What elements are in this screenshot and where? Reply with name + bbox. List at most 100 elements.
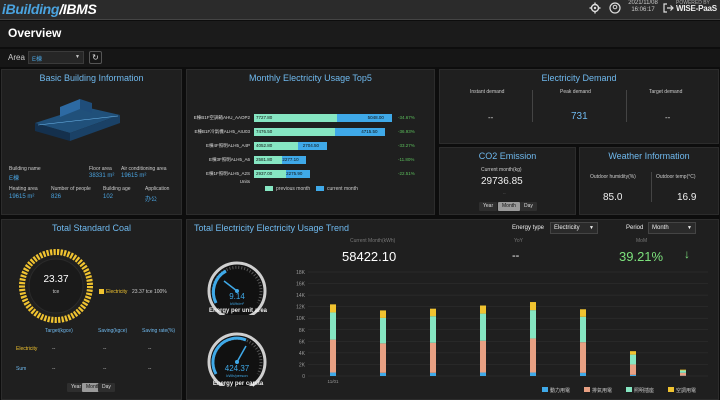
chart-bar-segment[interactable] [430, 316, 436, 343]
top5-curr-value: 5048.00 [367, 115, 384, 120]
chart-bar-segment[interactable] [580, 316, 586, 343]
app-logo[interactable]: iBuilding/IBMS [2, 1, 97, 17]
chart-bar-segment[interactable] [330, 312, 336, 340]
top5-bar-prev[interactable] [254, 114, 338, 122]
chart-bar-segment[interactable] [480, 313, 486, 341]
co2-month-button[interactable]: Month [498, 202, 520, 211]
chart-bar-segment[interactable] [330, 339, 336, 373]
co2-day-button[interactable]: Day [520, 202, 537, 211]
coal-ring-chart [19, 249, 93, 323]
ac-area-label: Air conditioning area [121, 166, 167, 172]
top5-category-label: E棟B1F空調箱AHU_AAOP2 [193, 115, 250, 120]
top5-bar-curr[interactable] [285, 170, 311, 178]
chart-bar-segment[interactable] [580, 372, 586, 376]
top5-change-pct: -33.27% [398, 143, 415, 148]
top5-change-pct: -11.80% [398, 157, 415, 162]
logout-icon[interactable] [661, 2, 675, 16]
chart-bar-segment[interactable] [630, 364, 636, 375]
area-select[interactable]: E棟 ▼ [28, 51, 84, 64]
chart-bar-segment[interactable] [380, 310, 386, 318]
top5-prev-value: 7727.80 [256, 115, 273, 120]
period-value: Month [652, 225, 669, 231]
top5-bar-curr[interactable] [334, 128, 386, 136]
coal-year-button[interactable]: Year [67, 383, 86, 392]
current-month-value: 58422.10 [342, 249, 397, 264]
coal-cell: -- [52, 366, 56, 372]
top5-bar-curr[interactable] [297, 142, 327, 150]
chart-bar-segment[interactable] [380, 343, 386, 373]
chart-bar-segment[interactable] [680, 372, 686, 376]
top5-prev-value: 2937.00 [256, 171, 273, 176]
humidity-label: Outdoor humidity(%) [590, 174, 636, 180]
heating-area-value: 19615 m² [9, 194, 35, 200]
period-select[interactable]: Month ▼ [648, 222, 696, 234]
chart-bar-segment[interactable] [480, 372, 486, 376]
chart-bar-segment[interactable] [580, 342, 586, 373]
chart-bar-segment[interactable] [330, 372, 336, 376]
gauge2-unit: kWh/person [226, 373, 248, 378]
chevron-down-icon: ▼ [687, 225, 692, 231]
date-text: 2021/11/08 [628, 0, 658, 6]
chart-bar-segment[interactable] [480, 305, 486, 314]
area-selected-value: E棟 [32, 57, 43, 63]
platform-name: WISE-PaaS [676, 4, 717, 13]
chart-bar-segment[interactable] [630, 354, 636, 365]
chart-bar-segment[interactable] [330, 304, 336, 313]
chart-bar-segment[interactable] [380, 317, 386, 344]
temp-label: Outdoor temp(°C) [656, 174, 696, 180]
chart-bar-segment[interactable] [430, 308, 436, 317]
coal-center-value: 23.37 [43, 274, 69, 285]
top5-bar-prev[interactable] [254, 170, 286, 178]
energy-per-capita-gauge [207, 332, 267, 386]
chart-bar-segment[interactable] [680, 369, 686, 371]
legend-curr-swatch [316, 186, 324, 191]
energy-type-select[interactable]: Electricity ▼ [550, 222, 598, 234]
chart-bar-segment[interactable] [680, 370, 686, 373]
chart-bar-segment[interactable] [480, 340, 486, 373]
chart-bar-segment[interactable] [530, 372, 536, 376]
chart-bar-segment[interactable] [430, 372, 436, 376]
user-icon[interactable] [608, 2, 622, 16]
building-name-label: Building name [9, 166, 41, 172]
legend-swatch [542, 387, 548, 392]
top5-bar-prev[interactable] [254, 156, 282, 164]
weather-panel [579, 147, 719, 215]
top5-bar-curr[interactable] [337, 114, 392, 122]
y-tick-label: 2K [299, 362, 306, 368]
instant-demand-value: -- [488, 113, 494, 122]
refresh-icon[interactable]: ↻ [89, 51, 102, 64]
top5-bar-prev[interactable] [254, 128, 335, 136]
chart-bar-segment[interactable] [530, 302, 536, 311]
co2-year-button[interactable]: Year [479, 202, 498, 211]
chart-bar-segment[interactable] [580, 309, 586, 317]
coal-day-button[interactable]: Day [98, 383, 115, 392]
people-value: 826 [51, 194, 62, 200]
top5-bar-curr[interactable] [281, 156, 307, 164]
top5-change-pct: -34.67% [398, 115, 415, 120]
chart-bar-segment[interactable] [380, 372, 386, 376]
y-tick-label: 0 [302, 374, 305, 380]
y-tick-label: 18K [296, 270, 306, 276]
top5-bar-prev[interactable] [254, 142, 298, 150]
gauge1-value: 9.14 [229, 292, 245, 301]
legend-curr-label: current month [327, 186, 358, 192]
top5-category-label: E棟4F照明ALH5_A4P [205, 143, 250, 148]
yoy-value: -- [512, 250, 520, 262]
chart-bar-segment[interactable] [630, 351, 636, 355]
coal-cell: -- [103, 346, 107, 352]
chart-bar-segment[interactable] [530, 310, 536, 339]
chart-bar-segment[interactable] [430, 342, 436, 373]
basic-info-panel [1, 69, 182, 215]
coal-month-button[interactable]: Month [82, 383, 104, 392]
legend-swatch [626, 387, 632, 392]
legend-label: 空調用電 [676, 387, 696, 394]
gear-icon[interactable] [588, 2, 602, 16]
top-bar [0, 0, 720, 20]
chart-bar-segment[interactable] [530, 338, 536, 373]
chart-bar-segment[interactable] [630, 374, 636, 376]
coal-legend-value: 23.37 tce 100% [132, 289, 167, 295]
floor-area-label: Floor area [89, 166, 112, 172]
trend-title: Total Electricity Electricity Usage Tren… [194, 223, 350, 233]
coal-cell: -- [148, 366, 152, 372]
gauge2-value: 424.37 [224, 364, 250, 373]
